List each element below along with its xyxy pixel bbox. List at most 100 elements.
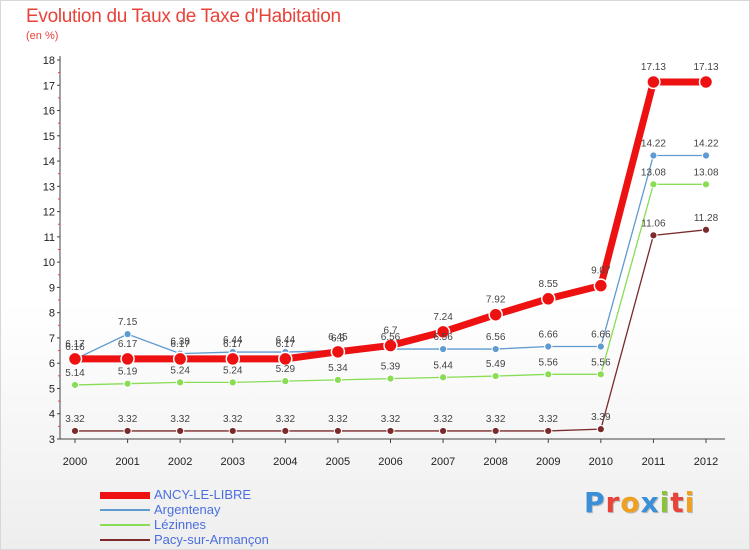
data-point: [544, 342, 553, 351]
x-tick-label: 2007: [431, 456, 455, 468]
data-point: [438, 344, 448, 354]
x-tick-label: 2001: [115, 456, 139, 468]
y-tick-label: 10: [43, 257, 55, 269]
data-label: 17.13: [693, 62, 718, 73]
y-tick-label: 6: [49, 358, 55, 370]
data-point: [596, 425, 605, 434]
data-label: 5.49: [486, 359, 506, 370]
series-line: [71, 78, 710, 363]
y-tick-label: 14: [43, 156, 55, 168]
data-label: 13.08: [693, 167, 718, 178]
y-tick-label: 11: [44, 232, 55, 244]
data-point: [646, 74, 661, 90]
y-tick-label: 3: [49, 434, 55, 446]
y-tick-label: 15: [43, 131, 55, 143]
y-tick-label: 7: [49, 333, 55, 345]
data-label: 6.7: [384, 326, 398, 337]
data-point: [281, 377, 290, 386]
data-point: [649, 180, 658, 189]
data-label: 3.32: [118, 414, 138, 425]
data-label: 6.44: [276, 335, 296, 346]
legend-label: Lézinnes: [154, 517, 207, 532]
data-point: [488, 307, 503, 322]
data-label: 11.28: [694, 213, 719, 224]
data-label: 6.56: [486, 332, 506, 343]
data-label: 3.32: [539, 414, 559, 425]
data-label: 5.39: [381, 362, 401, 373]
legend-swatch: [100, 539, 150, 541]
data-point: [333, 426, 343, 436]
x-tick-label: 2003: [221, 456, 245, 468]
logo-letter: x: [640, 486, 660, 519]
data-label: 6.56: [433, 332, 453, 343]
data-label: 14.22: [641, 139, 666, 150]
data-point: [278, 351, 293, 367]
data-point: [596, 342, 605, 351]
data-point: [544, 370, 553, 379]
data-point: [701, 151, 711, 160]
data-point: [435, 324, 451, 340]
data-point: [333, 375, 343, 384]
data-label: 5.24: [170, 365, 190, 376]
chart-unit-label: (en %): [26, 30, 59, 42]
x-tick-label: 2000: [63, 456, 87, 468]
data-point: [438, 426, 448, 436]
y-tick-label: 13: [43, 181, 55, 193]
y-tick-label: 18: [43, 55, 55, 67]
legend-swatch: [100, 509, 150, 511]
y-tick-label: 16: [43, 106, 55, 118]
legend-label: Argentenay: [154, 502, 221, 517]
data-point: [176, 426, 185, 436]
data-point: [228, 426, 237, 436]
data-label: 6.66: [539, 330, 559, 341]
x-tick-label: 2008: [483, 456, 507, 468]
legend-label: Pacy-sur-Armançon: [154, 532, 269, 547]
logo-letter: o: [620, 486, 641, 519]
data-label: 6.5: [331, 334, 345, 345]
data-point: [228, 378, 237, 387]
data-point: [120, 351, 135, 367]
data-point: [593, 278, 609, 293]
data-label: 6.17: [118, 339, 138, 350]
data-point: [123, 330, 132, 339]
data-label: 3.32: [65, 414, 85, 425]
x-tick-label: 2005: [326, 456, 350, 468]
data-point: [541, 291, 556, 307]
data-label: 6.17: [276, 339, 296, 350]
x-tick-label: 2006: [378, 456, 402, 468]
x-tick-label: 2012: [694, 456, 718, 468]
data-point: [544, 426, 553, 436]
data-point: [383, 338, 398, 353]
data-label: 6.17: [170, 339, 190, 350]
data-label: 5.34: [328, 363, 348, 374]
data-point: [70, 380, 80, 390]
logo-letter: r: [605, 486, 621, 519]
data-point: [701, 180, 711, 189]
proxiti-logo: Proxiti: [584, 486, 695, 519]
data-label: 5.14: [65, 368, 85, 379]
data-label: 5.56: [539, 357, 559, 368]
x-tick-label: 2009: [536, 456, 560, 468]
data-point: [123, 426, 132, 436]
data-label: 8.55: [539, 279, 559, 290]
data-point: [491, 371, 500, 381]
data-point: [701, 225, 711, 234]
data-label: 6.44: [223, 335, 243, 346]
legend-swatch: [100, 524, 150, 526]
data-label: 17.13: [641, 62, 666, 73]
data-label: 3.32: [433, 414, 453, 425]
data-label: 7.24: [433, 312, 453, 323]
y-tick-label: 9: [49, 282, 55, 294]
data-label: 6.66: [591, 330, 611, 341]
y-tick-label: 12: [43, 207, 55, 219]
data-label: 5.19: [118, 367, 138, 378]
data-label: 11.06: [641, 218, 666, 229]
data-label: 6.16: [65, 342, 85, 353]
data-label: 7.92: [486, 295, 506, 306]
data-point: [438, 373, 448, 382]
data-label: 3.32: [276, 414, 296, 425]
data-label: 9.07: [591, 266, 611, 277]
data-label: 3.32: [328, 414, 348, 425]
